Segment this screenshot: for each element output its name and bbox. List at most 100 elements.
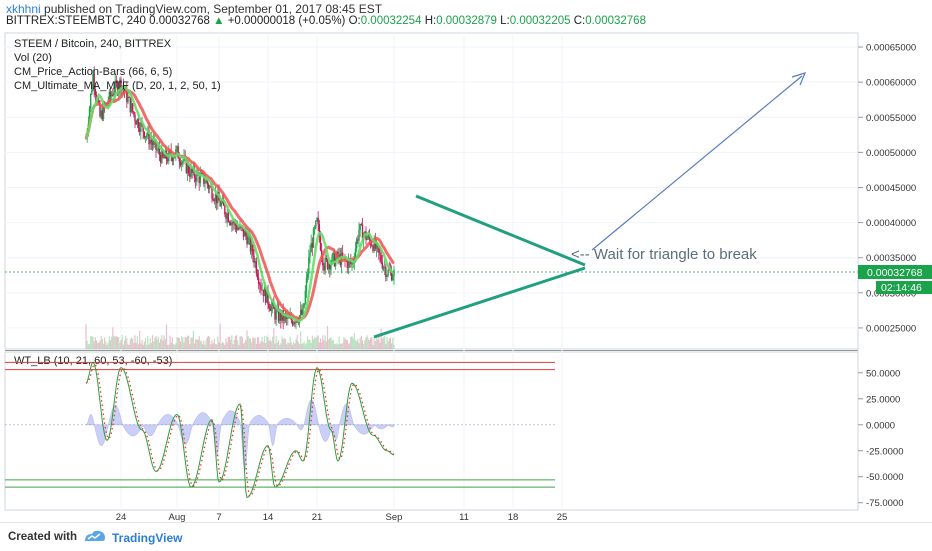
- osc-y-tick-label: -75.0000: [866, 498, 904, 509]
- candle-body: [323, 265, 325, 271]
- candle-body: [217, 192, 219, 204]
- candle-body: [266, 289, 268, 303]
- volume-bar: [330, 337, 332, 349]
- candle-body: [115, 80, 118, 84]
- x-tick-label: 14: [263, 512, 274, 522]
- candle-body: [191, 168, 193, 173]
- volume-bar: [282, 339, 284, 349]
- candle-body: [268, 304, 270, 309]
- candle-body: [378, 246, 380, 253]
- candle-body: [137, 118, 140, 129]
- volume-bar: [360, 335, 362, 349]
- candle-body: [295, 319, 297, 324]
- volume-bar: [335, 343, 337, 349]
- volume-bar: [112, 327, 114, 349]
- candle-body: [225, 214, 227, 219]
- volume-bar: [91, 336, 93, 349]
- arrow-head-icon: [791, 72, 807, 86]
- candle-body: [248, 236, 251, 238]
- candle-body: [299, 309, 302, 316]
- candle-body: [161, 150, 163, 163]
- volume-bar: [274, 343, 276, 349]
- volume-bar: [100, 336, 102, 349]
- volume-bar: [338, 336, 340, 349]
- candle-body: [361, 224, 364, 241]
- volume-bar: [216, 344, 218, 349]
- y-tick-label: 0.00035000: [866, 253, 916, 264]
- candle-body: [326, 259, 329, 269]
- author-name[interactable]: xkhhni: [6, 2, 41, 16]
- x-tick-label: 21: [312, 512, 323, 522]
- candle-body: [311, 242, 314, 248]
- candle-body: [222, 199, 225, 206]
- candle-body: [144, 136, 147, 138]
- volume-bar: [263, 335, 266, 349]
- legend-volume: Vol (20): [14, 52, 52, 64]
- candle-body: [134, 114, 136, 122]
- volume-bar: [163, 335, 165, 349]
- candle-body: [85, 138, 87, 140]
- candle-body: [198, 175, 200, 184]
- breakout-arrow[interactable]: [591, 75, 803, 251]
- candle-body: [133, 111, 135, 115]
- volume-bar: [149, 338, 151, 349]
- candle-body: [172, 157, 175, 162]
- volume-bar: [235, 335, 238, 349]
- volume-bar: [295, 339, 297, 349]
- volume-bar: [336, 343, 338, 349]
- triangle-upper-line[interactable]: [415, 194, 586, 267]
- candle-body: [246, 235, 248, 245]
- y-tick-label: 0.00045000: [866, 183, 916, 194]
- volume-bar: [359, 337, 361, 349]
- candle-body: [347, 259, 350, 268]
- chart-area[interactable]: <-- Wait for triangle to break STEEM / B…: [0, 28, 932, 522]
- volume-bar: [247, 336, 249, 349]
- volume-bar: [108, 336, 110, 349]
- candle-body: [245, 230, 247, 236]
- volume-bar: [309, 339, 311, 349]
- volume-bar: [195, 339, 197, 349]
- volume-bar: [94, 337, 96, 349]
- volume-bar: [314, 337, 316, 349]
- candle-body: [228, 221, 231, 223]
- volume-bar: [116, 336, 119, 349]
- volume-bar: [333, 344, 336, 349]
- candle-body: [182, 161, 184, 163]
- volume-bar: [90, 335, 92, 349]
- candle-body: [149, 140, 151, 145]
- candle-body: [393, 269, 395, 277]
- volume-bar: [268, 340, 270, 349]
- triangle-lower-line[interactable]: [373, 266, 586, 339]
- brand-name[interactable]: TradingView: [112, 531, 183, 545]
- volume-bar: [183, 342, 185, 349]
- candle-body: [309, 252, 311, 258]
- candle-body: [114, 80, 116, 93]
- candle-body: [226, 213, 228, 219]
- publish-info: published on TradingView.com, September …: [44, 2, 383, 16]
- volume-bar: [303, 341, 305, 349]
- volume-bar: [290, 342, 292, 349]
- volume-bar: [318, 342, 320, 349]
- volume-bar: [262, 342, 264, 349]
- volume-bar: [358, 343, 360, 349]
- volume-bar: [373, 337, 375, 349]
- volume-bar: [287, 342, 289, 349]
- volume-bar: [155, 335, 157, 349]
- candle-body: [235, 225, 238, 230]
- volume-bar: [230, 339, 232, 349]
- volume-bar: [294, 343, 296, 349]
- volume-bar: [368, 340, 371, 349]
- volume-bar: [253, 338, 255, 349]
- volume-bar: [175, 343, 177, 349]
- candle-body: [219, 200, 221, 207]
- tradingview-logo-icon: [85, 530, 105, 541]
- candle-body: [190, 168, 192, 177]
- triangle-annotation[interactable]: <-- Wait for triangle to break: [571, 246, 757, 263]
- volume-bar: [393, 344, 395, 349]
- volume-bar: [213, 339, 215, 349]
- volume-bar: [312, 339, 315, 349]
- candle-body: [310, 242, 312, 253]
- candle-body: [341, 252, 344, 258]
- volume-bar: [375, 337, 378, 349]
- candle-body: [351, 263, 353, 265]
